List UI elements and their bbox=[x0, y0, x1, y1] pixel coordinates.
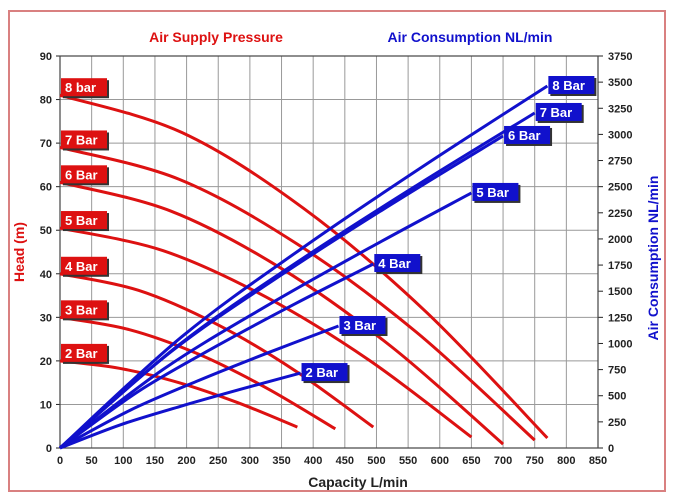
air-series-label: 5 Bar bbox=[476, 185, 509, 200]
y-right-tick-label: 1500 bbox=[608, 286, 632, 298]
air-series-label-box bbox=[301, 363, 348, 382]
air-series-label: 8 Bar bbox=[552, 78, 585, 93]
y-right-tick-label: 2000 bbox=[608, 234, 632, 246]
head-series-label: 5 Bar bbox=[65, 213, 98, 228]
x-tick-label: 250 bbox=[209, 455, 227, 467]
head-series-label-box bbox=[61, 130, 107, 149]
air-curve-3-bar bbox=[59, 324, 340, 450]
series-labels: 2 Bar 3 Bar 4 Bar 5 Bar 6 Bar 7 Bar 8 bar 2 Bar… bbox=[61, 76, 597, 384]
y-left-tick-label: 40 bbox=[40, 269, 52, 281]
y-left-tick-label: 10 bbox=[40, 399, 52, 411]
head-series-label-box bbox=[61, 300, 107, 319]
air-series-label-box bbox=[472, 182, 519, 201]
title-air-supply-pressure: Air Supply Pressure bbox=[149, 29, 283, 45]
y-left-tick-label: 60 bbox=[40, 182, 52, 194]
curves bbox=[58, 84, 549, 450]
head-curve-6-bar bbox=[59, 180, 505, 446]
y-left-tick-label: 30 bbox=[40, 312, 52, 324]
head-series-label-box bbox=[61, 211, 107, 230]
y-right-tick-label: 250 bbox=[608, 417, 626, 429]
y-axis-left-label: Head (m) bbox=[11, 222, 27, 282]
air-series-label: 2 Bar bbox=[306, 365, 339, 380]
head-curve-7-bar bbox=[59, 146, 536, 442]
y-left-tick-label: 0 bbox=[46, 443, 52, 455]
air-series-label-box bbox=[374, 254, 421, 273]
y-left-tick-label: 20 bbox=[40, 356, 52, 368]
y-axis-right-label: Air Consumption NL/min bbox=[645, 176, 661, 341]
y-right-tick-label: 3500 bbox=[608, 77, 632, 89]
chart-frame bbox=[8, 10, 666, 492]
x-axis-label: Capacity L/min bbox=[308, 474, 408, 490]
x-tick-label: 150 bbox=[146, 455, 164, 467]
air-curve-5-bar bbox=[59, 191, 473, 450]
y-right-tick-label: 0 bbox=[608, 443, 614, 455]
plot-border bbox=[59, 55, 599, 449]
y-right-tick-label: 1250 bbox=[608, 312, 632, 324]
x-tick-label: 300 bbox=[241, 455, 259, 467]
head-series-label: 3 Bar bbox=[65, 302, 98, 317]
y-left-tick-label: 90 bbox=[40, 51, 52, 63]
x-tick-label: 750 bbox=[526, 455, 544, 467]
y-left-tick-label: 70 bbox=[40, 138, 52, 150]
y-right-tick-label: 500 bbox=[608, 391, 626, 403]
air-series-label-box bbox=[339, 316, 386, 335]
x-tick-label: 550 bbox=[399, 455, 417, 467]
x-tick-label: 0 bbox=[57, 455, 63, 467]
y-right-tick-label: 750 bbox=[608, 365, 626, 377]
y-right-tick-label: 3750 bbox=[608, 51, 632, 63]
x-tick-label: 100 bbox=[114, 455, 132, 467]
head-series-label: 4 Bar bbox=[65, 259, 98, 274]
head-series-label-box bbox=[61, 256, 107, 275]
head-series-label: 7 Bar bbox=[65, 132, 98, 147]
head-series-label-box bbox=[61, 165, 107, 184]
air-curve-7-bar bbox=[59, 111, 536, 450]
head-series-label: 2 Bar bbox=[65, 346, 98, 361]
head-series-label: 6 Bar bbox=[65, 167, 98, 182]
x-tick-label: 350 bbox=[272, 455, 290, 467]
y-right-tick-label: 2500 bbox=[608, 182, 632, 194]
x-tick-label: 450 bbox=[336, 455, 354, 467]
air-curve-2-bar bbox=[59, 371, 301, 450]
head-series-label: 8 bar bbox=[65, 80, 96, 95]
head-series-label-box bbox=[61, 343, 107, 362]
air-series-label: 7 Bar bbox=[540, 105, 573, 120]
x-tick-label: 200 bbox=[177, 455, 195, 467]
air-series-label-box bbox=[548, 76, 595, 95]
head-series-label-box bbox=[61, 78, 107, 97]
title-air-consumption: Air Consumption NL/min bbox=[388, 29, 553, 45]
air-series-label: 4 Bar bbox=[378, 256, 411, 271]
head-curve-8-bar bbox=[59, 93, 549, 440]
x-tick-label: 700 bbox=[494, 455, 512, 467]
x-tick-label: 850 bbox=[589, 455, 607, 467]
air-series-label-box bbox=[535, 102, 582, 121]
x-tick-label: 400 bbox=[304, 455, 322, 467]
x-tick-label: 50 bbox=[86, 455, 98, 467]
air-series-label: 3 Bar bbox=[343, 318, 376, 333]
head-curve-3-bar bbox=[59, 315, 337, 431]
y-left-tick-label: 80 bbox=[40, 95, 52, 107]
air-curve-4-bar bbox=[59, 262, 374, 450]
head-curve-4-bar bbox=[59, 272, 375, 429]
y-left-tick-label: 50 bbox=[40, 225, 52, 237]
air-series-label-box bbox=[504, 125, 551, 144]
x-tick-label: 500 bbox=[367, 455, 385, 467]
y-right-tick-label: 2750 bbox=[608, 156, 632, 168]
head-curve-5-bar bbox=[59, 226, 473, 439]
y-right-tick-label: 1750 bbox=[608, 260, 632, 272]
air-series-label: 6 Bar bbox=[508, 128, 541, 143]
y-right-tick-label: 1000 bbox=[608, 338, 632, 350]
y-right-tick-label: 3250 bbox=[608, 103, 632, 115]
y-right-tick-label: 3000 bbox=[608, 129, 632, 141]
x-tick-label: 650 bbox=[462, 455, 480, 467]
air-curve-8-bar bbox=[58, 84, 549, 450]
y-right-tick-label: 2250 bbox=[608, 208, 632, 220]
x-tick-label: 600 bbox=[431, 455, 449, 467]
head-curve-2-bar bbox=[59, 359, 298, 429]
axes: 0 50 100 150 200 250 300 350 400 450 500 550 600 650 7… bbox=[40, 51, 633, 467]
x-tick-label: 800 bbox=[557, 455, 575, 467]
